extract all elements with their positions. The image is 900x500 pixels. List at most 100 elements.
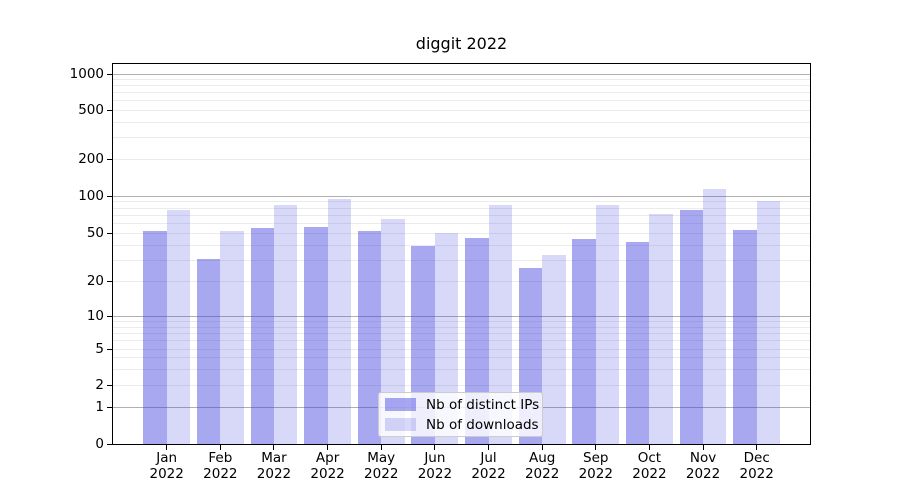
gridline-minor xyxy=(113,223,810,225)
bar-downloads xyxy=(703,189,727,444)
gridline-minor xyxy=(113,320,810,322)
gridline-minor xyxy=(113,368,810,370)
bar-downloads xyxy=(649,213,673,444)
x-tick xyxy=(648,445,650,450)
x-tick xyxy=(380,445,382,450)
y-tick xyxy=(107,195,112,197)
gridline-minor xyxy=(113,259,810,261)
legend-row-distinct-ips: Nb of distinct IPs xyxy=(385,396,540,413)
bar-distinct-ips xyxy=(626,242,650,444)
gridline-minor xyxy=(113,137,810,139)
x-tick-label: Oct 2022 xyxy=(632,450,667,482)
x-tick xyxy=(541,445,543,450)
legend-swatch-distinct-ips xyxy=(385,398,416,411)
gridline-minor xyxy=(113,357,810,359)
bars-layer xyxy=(113,64,810,444)
gridline-minor xyxy=(113,100,810,102)
bar-downloads xyxy=(381,218,405,444)
x-tick-label: Jul 2022 xyxy=(471,450,506,482)
x-tick xyxy=(702,445,704,450)
y-tick xyxy=(107,348,112,350)
y-tick xyxy=(107,281,112,282)
bar-downloads xyxy=(434,233,459,444)
x-tick xyxy=(488,445,490,450)
gridline-major xyxy=(113,195,810,197)
y-tick-label: 20 xyxy=(86,273,104,289)
gridline-major xyxy=(113,316,810,317)
x-tick xyxy=(273,445,275,450)
legend-label-distinct-ips: Nb of distinct IPs xyxy=(426,396,540,413)
x-tick-label: Nov 2022 xyxy=(685,450,721,482)
y-tick xyxy=(107,73,112,75)
legend-row-downloads: Nb of downloads xyxy=(385,416,539,433)
gridline-minor xyxy=(113,214,810,216)
y-tick-label: 50 xyxy=(86,225,104,241)
bar-downloads xyxy=(166,210,191,444)
legend: Nb of distinct IPs Nb of downloads xyxy=(378,392,543,437)
bar-downloads xyxy=(220,230,244,444)
y-tick xyxy=(107,316,112,317)
y-tick-label: 500 xyxy=(78,102,104,118)
gridline-minor xyxy=(113,159,810,160)
gridline-minor xyxy=(113,92,810,94)
x-tick-label: Dec 2022 xyxy=(739,450,774,482)
gridline-minor xyxy=(113,79,810,81)
gridline-minor xyxy=(113,340,810,342)
bar-distinct-ips xyxy=(250,227,274,444)
gridline-minor xyxy=(113,201,810,203)
plot-area: Nb of distinct IPs Nb of downloads xyxy=(112,63,811,445)
x-tick xyxy=(434,445,436,450)
y-tick xyxy=(107,233,112,234)
x-tick-label: Feb 2022 xyxy=(203,450,238,482)
legend-label-downloads: Nb of downloads xyxy=(426,416,539,433)
bar-distinct-ips xyxy=(196,258,221,444)
gridline-minor xyxy=(113,348,810,350)
bar-downloads xyxy=(595,204,620,444)
y-tick xyxy=(107,407,112,408)
y-tick xyxy=(107,110,112,111)
y-tick-label: 10 xyxy=(86,308,104,324)
x-tick-label: Apr 2022 xyxy=(310,450,345,482)
x-tick-label: Jan 2022 xyxy=(149,450,184,482)
bar-distinct-ips xyxy=(143,230,167,444)
gridline-minor xyxy=(113,326,810,328)
x-tick xyxy=(166,445,168,450)
bar-distinct-ips xyxy=(357,230,382,444)
gridline-minor xyxy=(113,244,810,246)
y-tick-label: 200 xyxy=(78,151,104,167)
bar-downloads xyxy=(327,199,351,444)
bar-distinct-ips xyxy=(572,238,596,444)
gridline-minor xyxy=(113,233,810,234)
y-tick-label: 1 xyxy=(95,399,104,415)
x-tick xyxy=(595,445,597,450)
x-tick-label: May 2022 xyxy=(364,450,399,482)
bar-distinct-ips xyxy=(733,229,757,444)
grid-layer xyxy=(113,64,810,444)
y-tick xyxy=(107,159,112,160)
gridline-minor xyxy=(113,332,810,334)
gridline-minor xyxy=(113,121,810,123)
chart-title: diggit 2022 xyxy=(415,34,508,53)
y-tick xyxy=(107,384,112,386)
y-tick-label: 5 xyxy=(95,340,104,357)
x-tick xyxy=(756,445,758,450)
x-tick-label: Sep 2022 xyxy=(578,450,613,482)
bar-downloads xyxy=(273,204,298,444)
x-tick xyxy=(219,445,221,450)
gridline-minor xyxy=(113,207,810,209)
y-tick-label: 100 xyxy=(78,187,104,204)
x-tick-label: Aug 2022 xyxy=(524,450,560,482)
bar-distinct-ips xyxy=(679,210,704,444)
bar-distinct-ips xyxy=(304,226,328,444)
gridline-minor xyxy=(113,110,810,111)
x-tick-label: Jun 2022 xyxy=(417,450,453,482)
gridline-major xyxy=(113,73,810,75)
gridline-minor xyxy=(113,85,810,87)
bar-downloads xyxy=(756,200,781,444)
y-tick-label: 1000 xyxy=(69,65,104,82)
y-tick-label: 0 xyxy=(95,436,104,452)
gridline-minor xyxy=(113,384,810,386)
legend-swatch-downloads xyxy=(385,418,416,431)
x-tick-label: Mar 2022 xyxy=(256,450,292,482)
